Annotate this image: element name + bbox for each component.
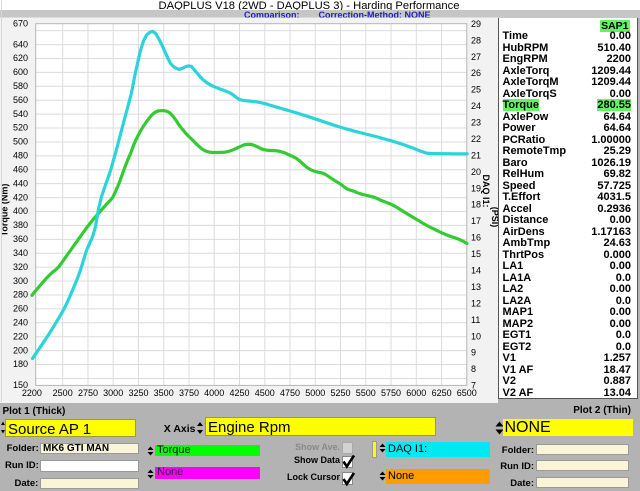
svg-text:22: 22	[471, 134, 481, 144]
svg-text:420: 420	[13, 192, 28, 202]
svg-text:2750: 2750	[78, 388, 98, 398]
svg-text:380: 380	[13, 220, 28, 230]
svg-text:360: 360	[13, 234, 28, 244]
svg-text:480: 480	[13, 151, 28, 161]
svg-text:3500: 3500	[154, 388, 174, 398]
svg-text:20: 20	[471, 167, 481, 177]
svg-text:500: 500	[13, 137, 28, 147]
svg-text:4000: 4000	[204, 388, 224, 398]
svg-text:24: 24	[471, 101, 481, 111]
svg-text:5750: 5750	[381, 388, 401, 398]
svg-text:260: 260	[13, 304, 28, 314]
svg-text:8: 8	[471, 364, 476, 374]
svg-text:19: 19	[471, 183, 481, 193]
svg-text:180: 180	[13, 359, 28, 369]
svg-text:Torque (Nm): Torque (Nm)	[0, 184, 10, 237]
svg-text:18: 18	[471, 200, 481, 210]
svg-text:26: 26	[471, 68, 481, 78]
svg-text:9: 9	[471, 348, 476, 358]
svg-text:14: 14	[471, 266, 481, 276]
svg-text:27: 27	[471, 52, 481, 62]
svg-text:600: 600	[13, 67, 28, 77]
svg-text:DAQ I1:: DAQ I1:	[481, 174, 491, 207]
svg-text:6250: 6250	[432, 388, 452, 398]
svg-text:640: 640	[13, 39, 28, 49]
svg-text:240: 240	[13, 318, 28, 328]
svg-text:28: 28	[471, 35, 481, 45]
svg-text:670: 670	[13, 18, 28, 28]
svg-text:3250: 3250	[128, 388, 148, 398]
svg-text:25: 25	[471, 85, 481, 95]
svg-text:11: 11	[471, 315, 480, 325]
svg-text:29: 29	[471, 19, 481, 29]
svg-text:17: 17	[471, 216, 481, 226]
svg-text:2500: 2500	[53, 388, 73, 398]
svg-text:15: 15	[471, 249, 481, 259]
svg-text:4500: 4500	[255, 388, 275, 398]
svg-text:16: 16	[471, 233, 481, 243]
svg-text:13: 13	[471, 282, 481, 292]
svg-text:12: 12	[471, 298, 481, 308]
svg-text:620: 620	[13, 53, 28, 63]
svg-text:520: 520	[13, 123, 28, 133]
svg-text:400: 400	[13, 206, 28, 216]
svg-text:3750: 3750	[179, 388, 199, 398]
svg-text:320: 320	[13, 262, 28, 272]
svg-text:4750: 4750	[280, 388, 300, 398]
svg-text:23: 23	[471, 118, 481, 128]
svg-text:460: 460	[13, 165, 28, 175]
svg-text:300: 300	[13, 276, 28, 286]
svg-text:340: 340	[13, 248, 28, 258]
svg-text:5500: 5500	[356, 388, 376, 398]
svg-text:200: 200	[13, 345, 28, 355]
svg-text:2200: 2200	[22, 388, 42, 398]
svg-text:540: 540	[13, 109, 28, 119]
svg-text:440: 440	[13, 178, 28, 188]
svg-text:5250: 5250	[330, 388, 350, 398]
svg-text:7: 7	[471, 381, 476, 391]
svg-text:6500: 6500	[457, 388, 477, 398]
svg-text:280: 280	[13, 290, 28, 300]
svg-text:220: 220	[13, 331, 28, 341]
svg-text:(PSI): (PSI)	[490, 207, 498, 228]
svg-text:150: 150	[13, 380, 28, 390]
svg-text:3000: 3000	[103, 388, 123, 398]
svg-text:5000: 5000	[305, 388, 325, 398]
svg-text:6000: 6000	[406, 388, 426, 398]
svg-text:580: 580	[13, 81, 28, 91]
svg-text:4250: 4250	[229, 388, 249, 398]
svg-text:10: 10	[471, 331, 481, 341]
svg-text:560: 560	[13, 95, 28, 105]
svg-text:21: 21	[471, 150, 481, 160]
